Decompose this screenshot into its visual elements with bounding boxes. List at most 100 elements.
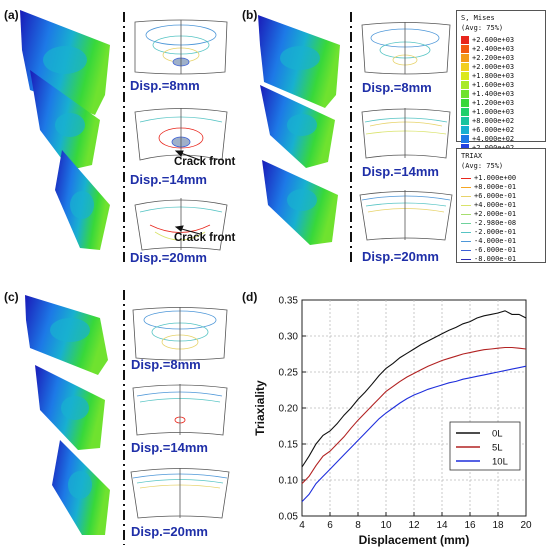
fe-model-a2 <box>30 70 100 170</box>
legend-mises-swatch <box>461 71 469 80</box>
panel-a-figure <box>20 10 228 265</box>
legend-mises-value: +2.600e+03 <box>472 35 515 44</box>
legend-triax-entry: +2.000e-01 <box>457 209 545 218</box>
legend-mises-entry: +2.000e+03 <box>457 62 545 71</box>
legend-mises-swatch <box>461 80 469 89</box>
y-tick-label: 0.15 <box>279 440 299 451</box>
crack-front-label-a2: Crack front <box>174 232 236 244</box>
panel-c-figure <box>25 290 230 545</box>
legend-triax-swatch <box>461 210 471 218</box>
legend-triax-value: -4.000e-01 <box>474 236 517 245</box>
disp-label-a-20mm: Disp.=20mm <box>130 250 207 265</box>
disp-label-c-14mm: Disp.=14mm <box>131 440 208 455</box>
panel-b-figure <box>258 12 453 265</box>
legend-triax-entry: +4.000e-01 <box>457 200 545 209</box>
legend-triax-value: -2.000e-01 <box>474 227 517 236</box>
section-c1 <box>132 307 228 361</box>
fe-model-c3 <box>52 440 110 535</box>
fe-model-a3 <box>55 150 110 250</box>
x-tick-label: 16 <box>464 520 476 531</box>
section-b2 <box>361 108 451 159</box>
legend-label-5L: 5L <box>492 443 503 454</box>
legend-triax-value: +4.000e-01 <box>474 200 517 209</box>
y-tick-label: 0.10 <box>279 476 299 487</box>
legend-triax-swatch <box>461 183 471 191</box>
crack-front-label-a1: Crack front <box>174 156 236 168</box>
fe-model-b1 <box>258 15 340 108</box>
legend-mises-value: +1.200e+03 <box>472 98 515 107</box>
legend-triax-swatch <box>461 201 471 209</box>
disp-label-c-8mm: Disp.=8mm <box>131 357 201 372</box>
legend-triax-swatch <box>461 237 471 245</box>
section-a3 <box>134 198 228 251</box>
legend-mises-entry: +6.000e+02 <box>457 125 545 134</box>
fe-model-b3 <box>262 160 338 245</box>
legend-mises-entry: +8.000e+02 <box>457 116 545 125</box>
x-tick-label: 12 <box>408 520 420 531</box>
legend-triax-entry: -6.000e-01 <box>457 245 545 254</box>
y-axis-label: Triaxiality <box>253 380 267 436</box>
legend-label-10L: 10L <box>492 457 508 468</box>
legend-mises-entry: +1.600e+03 <box>457 80 545 89</box>
legend-mises-value: +1.600e+03 <box>472 80 515 89</box>
x-tick-label: 10 <box>380 520 392 531</box>
section-b1 <box>361 22 451 75</box>
legend-mises-entry: +2.600e+03 <box>457 35 545 44</box>
x-tick-label: 8 <box>355 520 361 531</box>
legend-mises-title: S, Mises <box>461 14 495 22</box>
legend-triax-value: +2.000e-01 <box>474 209 517 218</box>
legend-triax-subtitle: (Avg: 75%) <box>461 162 504 170</box>
legend-mises-swatch <box>461 143 469 152</box>
legend-triax-swatch <box>461 174 471 182</box>
chart-legend <box>449 421 521 471</box>
legend-mises-value: +2.000e+02 <box>472 144 514 152</box>
legend-triax-value: -8.000e-01 <box>474 254 517 263</box>
legend-mises-swatch <box>461 98 469 107</box>
legend-mises-swatch <box>461 107 469 116</box>
legend-mises-value: +4.000e+02 <box>472 134 515 143</box>
legend-triax-entry: +1.000e+00 <box>457 173 545 182</box>
legend-mises-swatch <box>461 125 469 134</box>
panel-label-a: (a) <box>4 8 19 22</box>
disp-label-a-8mm: Disp.=8mm <box>130 78 200 93</box>
legend-triax-value: +1.000e+00 <box>474 173 517 182</box>
legend-triax-entry: -8.000e-01 <box>457 254 545 263</box>
panel-label-b: (b) <box>242 8 258 22</box>
legend-mises-swatch <box>461 35 469 44</box>
panel-label-c: (c) <box>4 290 19 304</box>
legend-triax-value: -6.000e-01 <box>474 245 517 254</box>
legend-mises-entry: +1.800e+03 <box>457 71 545 80</box>
legend-mises-swatch <box>461 89 469 98</box>
y-tick-label: 0.35 <box>279 296 299 307</box>
x-tick-label: 18 <box>492 520 504 531</box>
legend-mises-value: +2.200e+03 <box>472 53 515 62</box>
series-line-10L <box>301 365 527 502</box>
legend-triax-value: -2.980e-08 <box>474 218 517 227</box>
legend-mises-value: +2.000e+03 <box>472 62 515 71</box>
legend-triax-swatch <box>461 219 471 227</box>
legend-triax-swatch <box>461 192 471 200</box>
section-c2 <box>132 384 228 436</box>
legend-mises-entry: +2.000e+02 <box>457 143 545 152</box>
legend-triax-entry: -4.000e-01 <box>457 236 545 245</box>
y-tick-label: 0.30 <box>279 332 299 343</box>
legend-triax-swatch <box>461 228 471 236</box>
disp-label-b-8mm: Disp.=8mm <box>362 80 432 95</box>
section-c3 <box>130 468 230 519</box>
legend-triax: TRIAX (Avg: 75%) +1.000e+00 +8.000e-01 +6.… <box>456 148 546 263</box>
disp-label-a-14mm: Disp.=14mm <box>130 172 207 187</box>
legend-triax-entry: +6.000e-01 <box>457 191 545 200</box>
legend-label-0L: 0L <box>492 429 503 440</box>
legend-mises-entry: +1.000e+03 <box>457 107 545 116</box>
section-a1 <box>134 19 228 75</box>
y-tick-label: 0.25 <box>279 368 299 379</box>
legend-mises-swatch <box>461 44 469 53</box>
y-tick-label: 0.05 <box>279 512 299 523</box>
legend-triax-value: +8.000e-01 <box>474 182 517 191</box>
legend-mises-value: +6.000e+02 <box>472 125 515 134</box>
legend-triax-title: TRIAX <box>461 152 483 160</box>
x-tick-label: 6 <box>327 520 333 531</box>
legend-mises-swatch <box>461 62 469 71</box>
legend-triax-value: +6.000e-01 <box>474 191 517 200</box>
legend-mises-entry: +1.200e+03 <box>457 98 545 107</box>
